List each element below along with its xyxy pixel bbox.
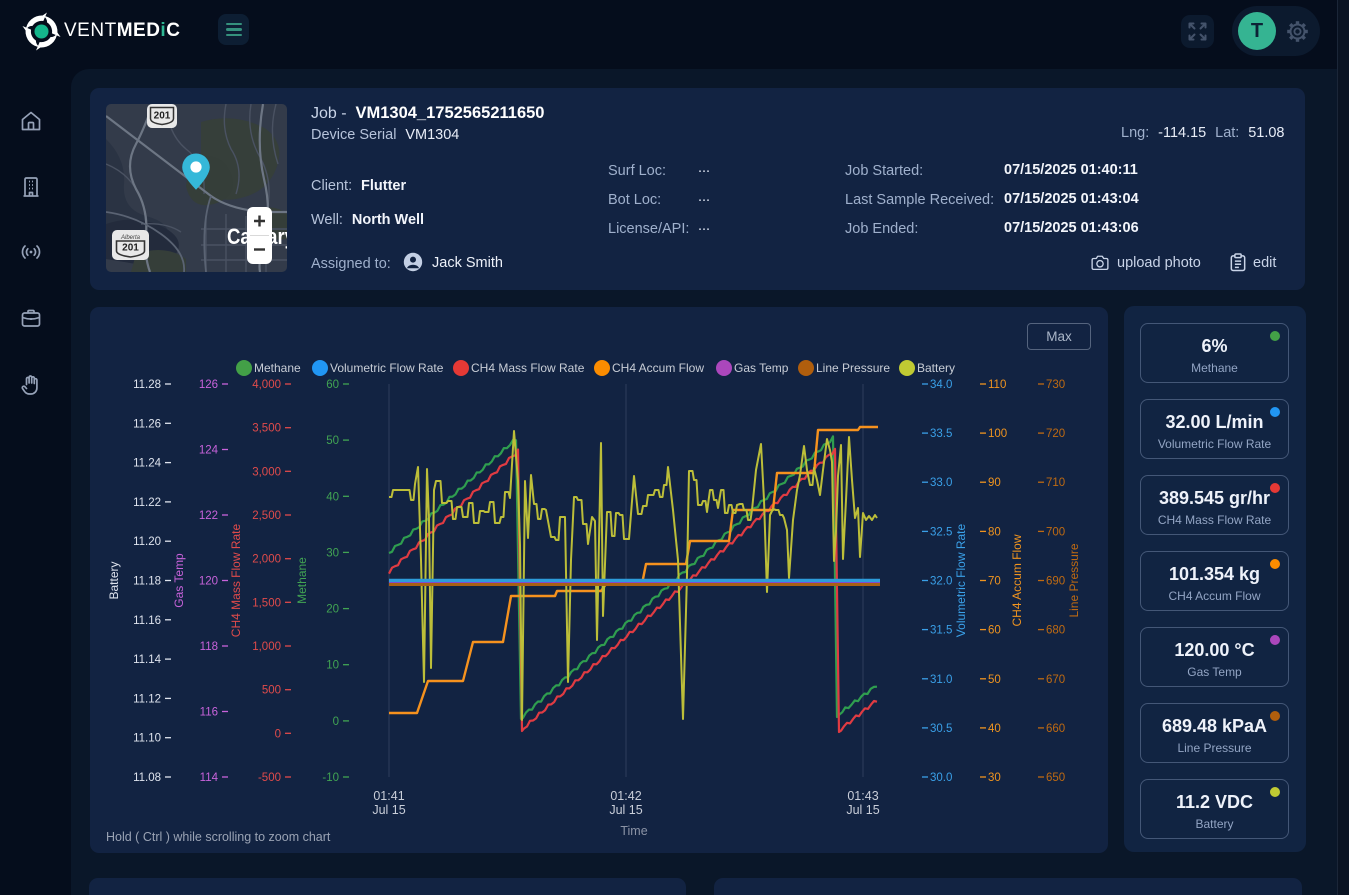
svg-text:110: 110 [988,379,1006,391]
svg-text:Alberta: Alberta [120,235,141,241]
svg-text:31.5: 31.5 [930,625,952,637]
svg-text:Hold ( Ctrl ) while scrolling: Hold ( Ctrl ) while scrolling to zoom ch… [106,830,331,844]
svg-text:11.22: 11.22 [133,497,161,509]
svg-text:730: 730 [1046,379,1065,391]
svg-text:40: 40 [326,491,339,503]
svg-text:60: 60 [988,625,1001,637]
svg-text:11.20: 11.20 [133,536,161,548]
svg-text:50: 50 [988,674,1001,686]
svg-text:2,500: 2,500 [252,510,281,522]
svg-text:Gas Temp: Gas Temp [172,553,186,608]
svg-text:11.08: 11.08 [133,772,161,784]
svg-text:Volumetric Flow Rate: Volumetric Flow Rate [954,523,968,637]
svg-text:CH4 Accum Flow: CH4 Accum Flow [1010,534,1024,626]
svg-text:Line Pressure: Line Pressure [816,361,890,375]
svg-text:80: 80 [988,526,1001,538]
svg-text:33.5: 33.5 [930,428,952,440]
svg-text:CH4 Mass Flow Rate: CH4 Mass Flow Rate [229,524,243,638]
svg-text:118: 118 [200,641,218,653]
svg-text:4,000: 4,000 [252,379,281,391]
svg-text:Jul 15: Jul 15 [372,803,405,817]
svg-text:Line Pressure: Line Pressure [1067,543,1081,617]
svg-text:Jul 15: Jul 15 [609,803,642,817]
svg-text:20: 20 [326,604,339,616]
svg-text:70: 70 [988,576,1001,588]
svg-text:40: 40 [988,723,1001,735]
svg-text:680: 680 [1046,625,1065,637]
svg-text:34.0: 34.0 [930,379,952,391]
svg-text:-500: -500 [258,772,281,784]
svg-text:710: 710 [1046,477,1065,489]
svg-text:2,000: 2,000 [252,554,281,566]
svg-text:124: 124 [199,445,219,457]
svg-text:690: 690 [1046,576,1065,588]
svg-text:33.0: 33.0 [930,477,952,489]
svg-text:10: 10 [326,660,339,672]
svg-text:1,000: 1,000 [252,641,281,653]
svg-text:Gas Temp: Gas Temp [734,361,789,375]
svg-text:660: 660 [1046,723,1065,735]
svg-text:01:41: 01:41 [373,789,404,803]
svg-text:60: 60 [326,379,339,391]
svg-text:Jul 15: Jul 15 [846,803,879,817]
svg-text:30.0: 30.0 [930,772,952,784]
svg-text:120: 120 [199,576,218,588]
svg-text:116: 116 [200,707,218,719]
svg-text:650: 650 [1046,772,1065,784]
svg-text:11.12: 11.12 [133,693,161,705]
svg-text:Methane: Methane [254,361,301,375]
svg-text:1,500: 1,500 [252,597,281,609]
svg-text:201: 201 [154,111,171,122]
svg-text:114: 114 [200,772,219,784]
svg-text:0: 0 [275,728,281,740]
svg-text:90: 90 [988,477,1001,489]
svg-text:30: 30 [326,547,339,559]
svg-text:11.24: 11.24 [133,458,162,470]
svg-text:201: 201 [122,243,139,254]
svg-text:0: 0 [333,716,339,728]
svg-text:720: 720 [1046,428,1065,440]
svg-text:31.0: 31.0 [930,674,952,686]
svg-text:700: 700 [1046,526,1065,538]
svg-text:11.16: 11.16 [133,615,161,627]
svg-text:CH4 Accum Flow: CH4 Accum Flow [612,361,704,375]
svg-text:11.18: 11.18 [133,576,161,588]
svg-text:-10: -10 [322,772,339,784]
svg-text:CH4 Mass Flow Rate: CH4 Mass Flow Rate [471,361,585,375]
svg-text:30.5: 30.5 [930,723,952,735]
svg-text:32.0: 32.0 [930,576,952,588]
svg-text:Battery: Battery [917,361,955,375]
svg-text:11.14: 11.14 [133,654,162,666]
svg-text:Methane: Methane [295,557,309,604]
svg-text:11.26: 11.26 [133,418,161,430]
svg-text:500: 500 [262,685,281,697]
svg-text:01:42: 01:42 [610,789,641,803]
svg-text:Battery: Battery [107,561,121,599]
svg-text:30: 30 [988,772,1001,784]
svg-text:50: 50 [326,435,339,447]
svg-text:32.5: 32.5 [930,526,952,538]
svg-text:11.28: 11.28 [133,379,161,391]
svg-text:01:43: 01:43 [847,789,878,803]
svg-text:122: 122 [199,510,218,522]
svg-text:126: 126 [199,379,218,391]
svg-text:670: 670 [1046,674,1065,686]
svg-text:3,000: 3,000 [252,466,281,478]
svg-text:3,500: 3,500 [252,423,281,435]
svg-text:100: 100 [988,428,1007,440]
svg-text:Time: Time [620,824,647,838]
svg-text:Volumetric Flow Rate: Volumetric Flow Rate [330,361,444,375]
svg-text:11.10: 11.10 [133,733,161,745]
